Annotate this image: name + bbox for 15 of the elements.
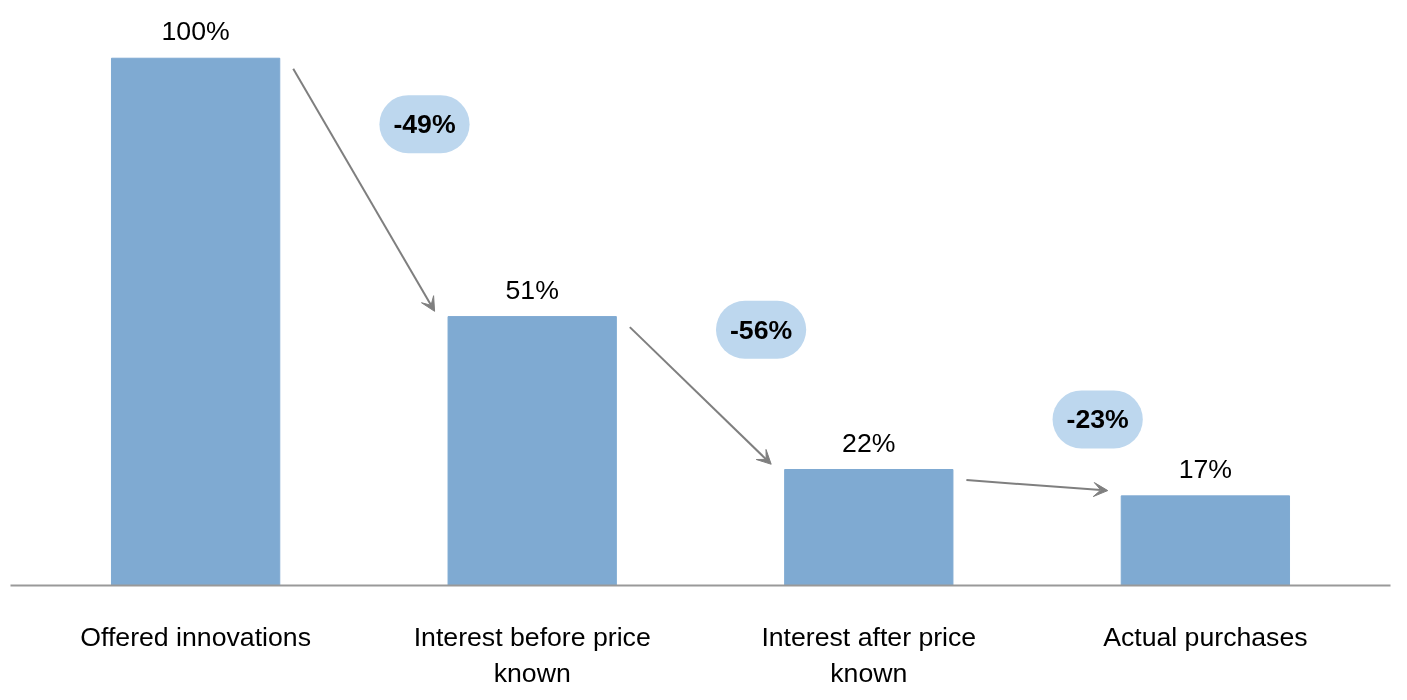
- x-tick-label: Offered innovations: [80, 621, 311, 652]
- annotation: -56%: [729, 314, 793, 345]
- bar: [784, 469, 954, 586]
- data-label: 100%: [161, 16, 230, 47]
- x-tick-label: Actual purchases: [1103, 621, 1308, 652]
- x-tick-label: Interest before price known: [413, 621, 651, 688]
- bar: [447, 316, 617, 586]
- data-label: 17%: [1178, 453, 1233, 484]
- annotation: -23%: [1066, 404, 1129, 435]
- bar: [1120, 495, 1291, 586]
- x-tick-label: Interest after price known: [761, 621, 977, 688]
- bar: [110, 57, 281, 586]
- data-label: 51%: [505, 274, 559, 305]
- annotation: -49%: [393, 109, 456, 140]
- data-label: 22%: [842, 427, 896, 458]
